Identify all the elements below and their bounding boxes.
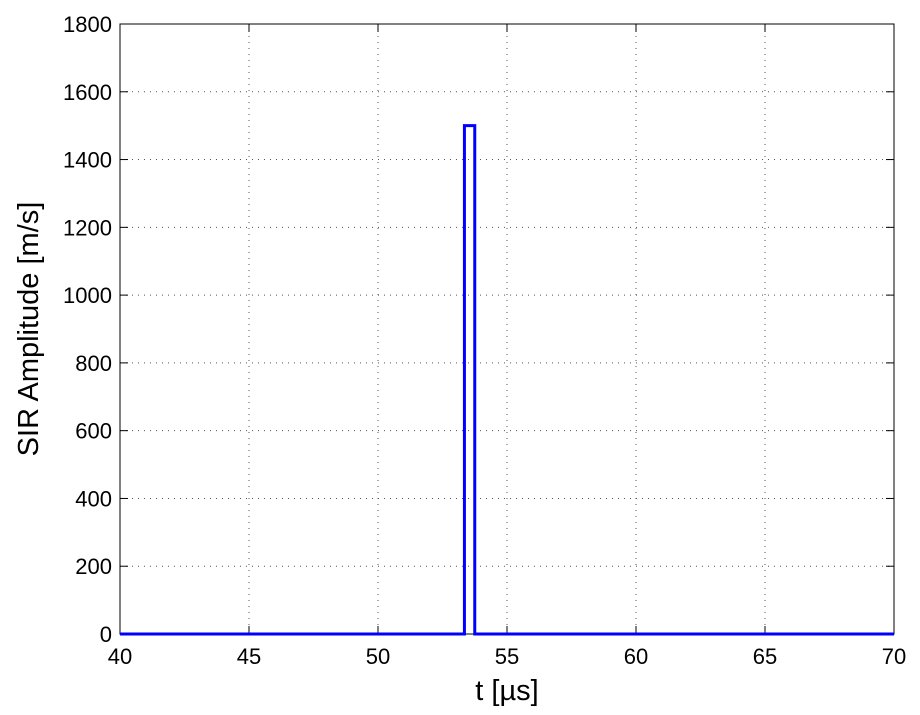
y-axis-label: SIR Amplitude [m/s]	[13, 202, 45, 457]
x-tick-label: 45	[237, 644, 261, 669]
y-tick-label: 600	[75, 419, 112, 444]
series-line	[120, 124, 894, 636]
x-axis-label: t [µs]	[475, 675, 538, 707]
ticks: 40 45 50 55 60 65 70 0 200 400 600 800 1000 1200 1400 1…	[63, 12, 906, 669]
x-tick-label: 70	[882, 644, 906, 669]
series-group	[120, 124, 894, 636]
y-tick-label: 1400	[63, 148, 112, 173]
y-tick-label: 0	[100, 622, 112, 647]
x-tick-label: 40	[108, 644, 132, 669]
y-tick-label: 1000	[63, 283, 112, 308]
y-tick-label: 200	[75, 554, 112, 579]
y-tick-label: 1200	[63, 215, 112, 240]
y-tick-label: 1800	[63, 12, 112, 37]
x-tick-label: 55	[495, 644, 519, 669]
plot-frame	[119, 23, 895, 635]
x-tick-label: 50	[366, 644, 390, 669]
y-tick-label: 400	[75, 486, 112, 511]
x-tick-label: 65	[753, 644, 777, 669]
y-tick-label: 1600	[63, 80, 112, 105]
y-tick-label: 800	[75, 351, 112, 376]
x-tick-label: 60	[624, 644, 648, 669]
grid	[120, 24, 894, 634]
